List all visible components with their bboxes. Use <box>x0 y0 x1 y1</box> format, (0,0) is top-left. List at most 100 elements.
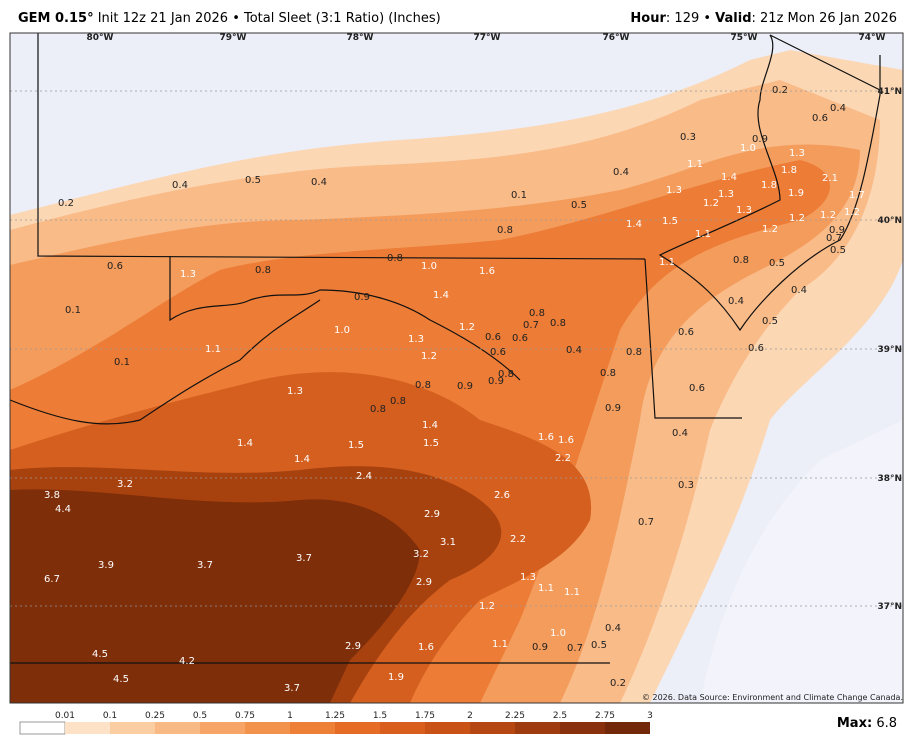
amount-label: 2.9 <box>416 577 432 588</box>
amount-label: 0.5 <box>769 258 785 269</box>
header-part: : 129 • <box>666 11 715 26</box>
amount-label: 0.5 <box>830 245 846 256</box>
amount-label: 3.1 <box>440 537 456 548</box>
header-right: Hour: 129 • Valid: 21z Mon 26 Jan 2026 <box>630 11 897 26</box>
amount-label: 1.4 <box>626 219 642 230</box>
amount-label: 1.4 <box>422 420 438 431</box>
header-part: Valid <box>715 11 751 26</box>
amount-label: 1.1 <box>492 639 508 650</box>
amount-label: 1.2 <box>703 198 719 209</box>
colorbar-swatch <box>605 722 650 734</box>
max-key: Max: <box>837 716 872 731</box>
amount-label: 6.7 <box>44 574 60 585</box>
amount-label: 3.2 <box>117 479 133 490</box>
amount-label: 0.8 <box>370 404 386 415</box>
colorbar-tick-label: 0.75 <box>235 711 255 721</box>
amount-label: 0.8 <box>733 255 749 266</box>
amount-label: 1.1 <box>564 587 580 598</box>
amount-label: 0.9 <box>457 381 473 392</box>
colorbar-swatch <box>155 722 200 734</box>
amount-label: 1.2 <box>479 601 495 612</box>
amount-label: 0.8 <box>255 265 271 276</box>
amount-label: 0.8 <box>415 380 431 391</box>
amount-label: 1.0 <box>334 325 350 336</box>
amount-label: 0.4 <box>791 285 807 296</box>
amount-label: 1.4 <box>294 454 310 465</box>
amount-label: 3.9 <box>98 560 114 571</box>
amount-label: 1.2 <box>820 210 836 221</box>
amount-label: 0.5 <box>571 200 587 211</box>
amount-label: 0.4 <box>311 177 327 188</box>
colorbar-tick-label: 2 <box>467 711 473 721</box>
amount-label: 0.6 <box>490 347 506 358</box>
longitude-label: 77°W <box>474 33 501 43</box>
amount-label: 1.0 <box>740 143 756 154</box>
amount-label: 1.1 <box>659 257 675 268</box>
amount-label: 0.8 <box>550 318 566 329</box>
header-left: GEM 0.15° Init 12z 21 Jan 2026 • Total S… <box>18 11 441 26</box>
colorbar-swatch <box>515 722 560 734</box>
colorbar-swatch <box>19 721 66 735</box>
colorbar-tick-label: 0.1 <box>103 711 117 721</box>
amount-label: 1.2 <box>844 207 860 218</box>
amount-label: 0.7 <box>567 643 583 654</box>
colorbar-tick-label: 0.5 <box>193 711 207 721</box>
max-value: 6.8 <box>876 716 897 731</box>
amount-label: 0.5 <box>591 640 607 651</box>
amount-label: 3.7 <box>296 553 312 564</box>
amount-label: 1.2 <box>789 213 805 224</box>
amount-label: 0.4 <box>728 296 744 307</box>
amount-label: 1.1 <box>205 344 221 355</box>
colorbar-tick-label: 0.01 <box>55 711 75 721</box>
amount-label: 1.3 <box>718 189 734 200</box>
amount-label: 2.4 <box>356 471 372 482</box>
amount-label: 1.8 <box>781 165 797 176</box>
colorbar-swatch <box>335 722 380 734</box>
copyright: © 2026. Data Source: Environment and Cli… <box>642 693 903 702</box>
header-part: Hour <box>630 11 666 26</box>
amount-label: 0.1 <box>65 305 81 316</box>
amount-label: 1.0 <box>550 628 566 639</box>
amount-label: 0.6 <box>678 327 694 338</box>
amount-label: 0.4 <box>672 428 688 439</box>
colorbar-tick-label: 1.5 <box>373 711 387 721</box>
amount-label: 2.2 <box>555 453 571 464</box>
colorbar-tick-label: 2.5 <box>553 711 567 721</box>
amount-label: 0.6 <box>485 332 501 343</box>
amount-label: 1.7 <box>849 190 865 201</box>
amount-label: 1.5 <box>662 216 678 227</box>
amount-label: 2.1 <box>822 173 838 184</box>
amount-label: 2.6 <box>494 490 510 501</box>
amount-label: 4.5 <box>113 674 129 685</box>
colorbar-tick-label: 1 <box>287 711 293 721</box>
amount-label: 1.5 <box>423 438 439 449</box>
amount-label: 0.8 <box>529 308 545 319</box>
amount-label: 1.6 <box>558 435 574 446</box>
amount-label: 0.9 <box>532 642 548 653</box>
colorbar-swatch <box>425 722 470 734</box>
longitude-label: 74°W <box>859 33 886 43</box>
longitude-label: 78°W <box>347 33 374 43</box>
amount-label: 1.6 <box>418 642 434 653</box>
amount-label: 0.4 <box>613 167 629 178</box>
colorbar-tick-label: 0.25 <box>145 711 165 721</box>
amount-label: 0.8 <box>626 347 642 358</box>
amount-label: 1.9 <box>788 188 804 199</box>
graticule <box>10 90 903 607</box>
colorbar-tick-label: 1.25 <box>325 711 345 721</box>
amount-label: 0.8 <box>497 225 513 236</box>
amount-label: 1.4 <box>721 172 737 183</box>
header-part: : 21z Mon 26 Jan 2026 <box>752 11 897 26</box>
amount-label: 0.3 <box>678 480 694 491</box>
amount-label: 4.5 <box>92 649 108 660</box>
amount-label: 0.4 <box>172 180 188 191</box>
colorbar-swatch <box>110 722 155 734</box>
latitude-label: 37°N <box>877 602 902 612</box>
amount-label: 4.2 <box>179 656 195 667</box>
amount-label: 3.7 <box>197 560 213 571</box>
amount-label: 0.9 <box>354 292 370 303</box>
colorbar-tick-label: 3 <box>647 711 653 721</box>
amount-label: 2.2 <box>510 534 526 545</box>
amount-label: 1.3 <box>789 148 805 159</box>
amount-label: 0.8 <box>498 369 514 380</box>
